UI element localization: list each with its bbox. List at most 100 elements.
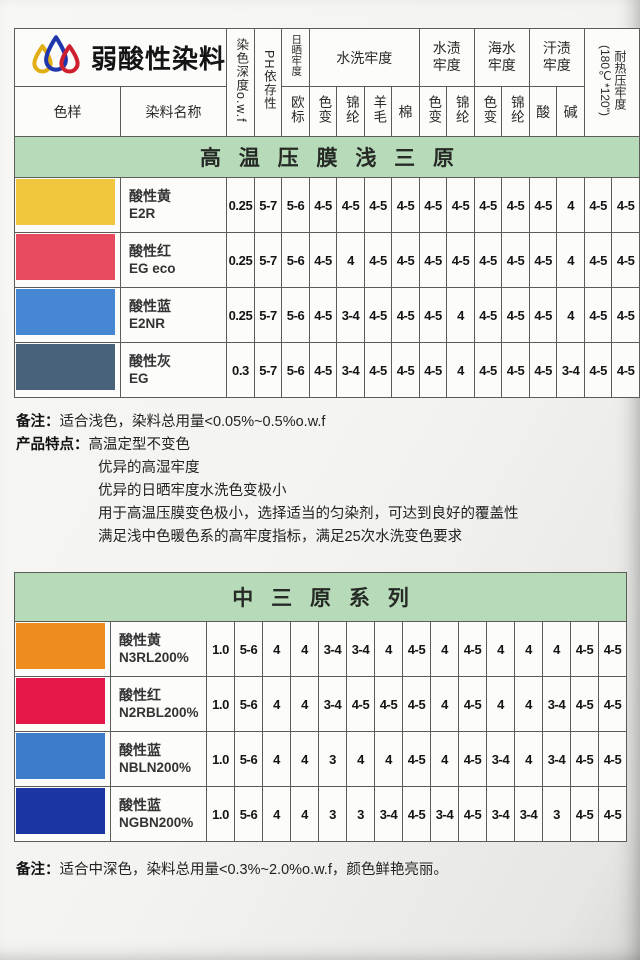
rating-cell: 4-5 (418, 232, 448, 288)
rating-cell: 4 (262, 731, 291, 788)
rating-cell: 3-4 (346, 621, 375, 678)
rating-cell: 4 (262, 621, 291, 678)
dye-name: 酸性蓝 (119, 797, 161, 814)
rating-cell: 3-4 (542, 731, 571, 788)
feature-text: 用于高温压膜变色极小，选择适当的匀染剂，可达到良好的覆盖性 (98, 506, 519, 523)
col-group-sun: 日晒牢度 (281, 28, 310, 87)
rating-cell: 4-5 (473, 287, 503, 343)
rating-cell: 4-5 (446, 177, 475, 233)
rating-cell: 4-5 (418, 287, 448, 343)
rating-cell: 3 (318, 731, 347, 788)
rating-cell: 4 (486, 621, 515, 678)
rating-cell: 0.25 (226, 177, 255, 233)
rating-cell: 4-5 (374, 676, 403, 733)
rating-cell: 4-5 (308, 342, 338, 398)
rating-cell: 5-6 (281, 177, 310, 233)
rating-cell: 3 (542, 786, 571, 843)
rating-cell: 1.0 (206, 676, 235, 733)
swatch-cell (14, 232, 121, 288)
remark-line: 备注：适合浅色，染料总用量<0.05%~0.5%o.w.f (16, 412, 640, 433)
rating-cell: 4-5 (583, 342, 613, 398)
dye-code: EG eco (129, 261, 176, 277)
dye-row: 酸性灰 EG 0.3 5-7 5-6 4-5 3-4 4-5 4-5 4-5 4 4-5 4-5 4-5 3… (14, 342, 640, 398)
product-notes: 备注：适合浅色，染料总用量<0.05%~0.5%o.w.f 产品特点：高温定型不… (16, 412, 640, 548)
rating-cell: 0.3 (226, 342, 255, 398)
feature-text: 高温定型不变色 (88, 437, 191, 454)
swatch-cell (14, 786, 111, 843)
dye-code: E2R (129, 206, 156, 222)
dye-row: 酸性蓝 NBLN200% 1.0 5-6 4 4 3 4 4 4-5 4 4-5 3-4 4 3-4 4-5 4… (14, 731, 627, 788)
col-wash-colorchange: 色变 (308, 86, 338, 137)
col-heat: 耐热压牢度 (180℃*120") (583, 28, 640, 137)
rating-cell: 4-5 (583, 232, 613, 288)
col-wash-nylon: 锦纶 (336, 86, 365, 137)
rating-cell: 4 (446, 287, 475, 343)
rating-cell: 4 (430, 621, 459, 678)
col-sample: 色样 (14, 86, 121, 137)
dye-row: 酸性黄 E2R 0.25 5-7 5-6 4-5 4-5 4-5 4-5 4-5 4-5 4-5 4-5… (14, 177, 640, 233)
rating-cell: 4-5 (501, 287, 530, 343)
remark-label: 备注： (16, 414, 60, 430)
dye-name: 酸性红 (129, 243, 171, 260)
rating-cell: 4-5 (363, 342, 393, 398)
dye-name-cell: 酸性红 N2RBL200% (110, 676, 207, 733)
dye-row: 酸性蓝 NGBN200% 1.0 5-6 4 4 3 3 3-4 4-5 3-4 4-5 3-4 3-4 3… (14, 786, 627, 843)
rating-cell: 4-5 (501, 342, 530, 398)
rating-cell: 4-5 (611, 177, 640, 233)
col-eu: 欧标 (281, 86, 310, 137)
rating-cell: 4-5 (583, 287, 613, 343)
rating-cell: 4 (374, 621, 403, 678)
rating-cell: 4-5 (598, 676, 627, 733)
rating-cell: 4-5 (570, 621, 599, 678)
rating-cell: 0.25 (226, 287, 255, 343)
rating-cell: 3-4 (318, 676, 347, 733)
rating-cell: 5-6 (281, 232, 310, 288)
rating-cell: 4 (430, 731, 459, 788)
rating-cell: 3-4 (374, 786, 403, 843)
rating-cell: 4-5 (528, 177, 558, 233)
col-sea-colorchange: 色变 (473, 86, 503, 137)
rating-cell: 4 (290, 731, 319, 788)
rating-cell: 4-5 (446, 232, 475, 288)
brand-header: 弱酸性染料 (13, 28, 228, 87)
dye-name: 酸性黄 (119, 632, 161, 649)
color-swatch (16, 234, 115, 280)
rating-cell: 4 (262, 786, 291, 843)
rating-cell: 4 (514, 731, 543, 788)
rating-cell: 4-5 (363, 287, 393, 343)
rating-cell: 4 (542, 621, 571, 678)
rating-cell: 4 (346, 731, 375, 788)
dye-code: N3RL200% (119, 650, 189, 666)
rating-cell: 4 (374, 731, 403, 788)
rating-cell: 4 (556, 287, 585, 343)
rating-cell: 4-5 (363, 232, 393, 288)
rating-cell: 3-4 (486, 731, 515, 788)
rating-cell: 5-6 (281, 342, 310, 398)
dye-name-cell: 酸性蓝 NBLN200% (110, 731, 207, 788)
rating-cell: 4-5 (402, 621, 431, 678)
dye-code: EG (129, 371, 149, 387)
color-swatch (16, 678, 105, 725)
rating-cell: 5-6 (234, 676, 263, 733)
col-depth: 染色深度o.w.f (226, 28, 255, 137)
rating-cell: 4 (430, 676, 459, 733)
rating-cell: 0.25 (226, 232, 255, 288)
swatch-cell (14, 731, 111, 788)
col-water-colorchange: 色变 (418, 86, 448, 137)
rating-cell: 4-5 (501, 232, 530, 288)
dye-row: 酸性黄 N3RL200% 1.0 5-6 4 4 3-4 3-4 4 4-5 4 4-5 4 4 4 4-5 4… (14, 621, 627, 678)
rating-cell: 4-5 (458, 786, 487, 843)
rating-cell: 5-7 (253, 177, 283, 233)
three-drops-icon (32, 34, 80, 73)
light-series-rows: 酸性黄 E2R 0.25 5-7 5-6 4-5 4-5 4-5 4-5 4-5 4-5 4-5 4-5… (14, 177, 640, 398)
col-group-wash: 水洗牢度 (308, 28, 420, 87)
dye-row: 酸性红 EG eco 0.25 5-7 5-6 4-5 4 4-5 4-5 4-5 4-5 4-5 4-… (14, 232, 640, 288)
bottom-remark-label: 备注： (16, 862, 60, 879)
rating-cell: 4 (262, 676, 291, 733)
middle-series-rows: 酸性黄 N3RL200% 1.0 5-6 4 4 3-4 3-4 4 4-5 4 4-5 4 4 4 4-5 4… (14, 621, 627, 843)
rating-cell: 4 (556, 177, 585, 233)
rating-cell: 4-5 (391, 287, 420, 343)
col-group-water: 水渍牢度 (418, 28, 475, 87)
rating-cell: 4-5 (308, 232, 338, 288)
